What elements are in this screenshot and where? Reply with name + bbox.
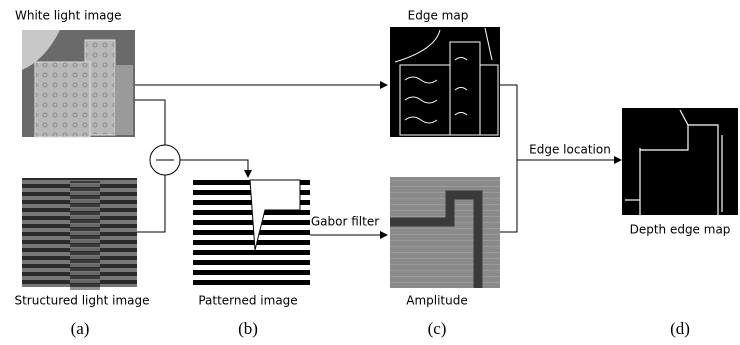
label: Edge map [408,9,469,23]
caption: (c) [428,319,447,338]
label: White light image [15,9,122,23]
label: Structured light image [14,294,149,308]
operation-label: Gabor filter [311,215,379,229]
operation-label: Edge location [529,143,611,157]
caption: (b) [238,319,258,338]
patterned-image [193,180,310,287]
connector [500,85,517,232]
depth-edge-map-image [622,108,738,215]
caption: (d) [670,319,690,338]
diagram: White light image Structured light image… [0,0,740,345]
amplitude-image [390,177,500,288]
edge-map-image [390,27,500,137]
connector [137,175,165,232]
caption: (a) [71,319,90,338]
structured-light-image [22,178,137,290]
label: Amplitude [406,294,468,308]
white-light-image [22,30,135,137]
label: Patterned image [198,294,297,308]
arrow [180,160,248,177]
label: Depth edge map [630,223,731,237]
connector [135,100,165,145]
